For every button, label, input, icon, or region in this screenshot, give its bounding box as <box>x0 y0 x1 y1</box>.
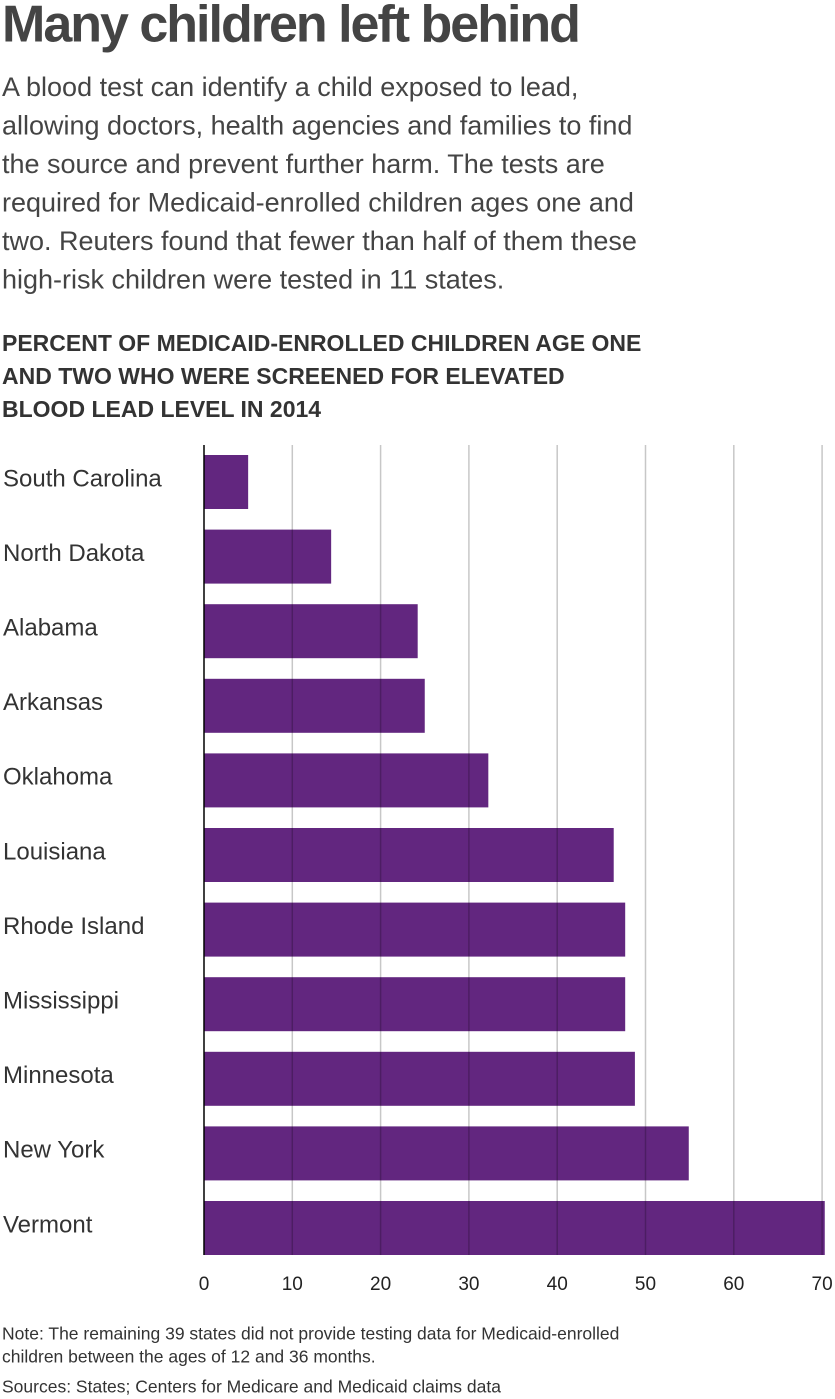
y-tick-label: Vermont <box>3 1211 93 1238</box>
chart-heading: AND TWO WHO WERE SCREENED FOR ELEVATED <box>2 363 565 389</box>
y-tick-label: Rhode Island <box>3 913 144 940</box>
bar <box>204 529 332 584</box>
x-tick-label: 60 <box>723 1274 744 1295</box>
bar <box>204 902 626 957</box>
bar <box>204 604 418 659</box>
subtitle: required for Medicaid-enrolled children … <box>2 188 634 218</box>
x-tick-label: 70 <box>812 1274 833 1295</box>
x-tick-label: 20 <box>370 1274 391 1295</box>
bar <box>204 1126 689 1181</box>
bar <box>204 828 614 882</box>
subtitle: high-risk children were tested in 11 sta… <box>2 265 504 295</box>
y-tick-label: Alabama <box>3 615 98 642</box>
chart-title: Many children left behind <box>2 0 579 54</box>
x-tick-label: 30 <box>458 1274 479 1295</box>
y-tick-label: Louisiana <box>3 838 106 865</box>
x-tick-label: 10 <box>282 1274 303 1295</box>
y-tick-label: North Dakota <box>3 540 145 567</box>
bar <box>204 977 626 1032</box>
y-tick-label: New York <box>3 1137 105 1164</box>
y-tick-label: South Carolina <box>3 465 162 492</box>
bar <box>204 455 249 509</box>
chart-heading: PERCENT OF MEDICAID-ENROLLED CHILDREN AG… <box>2 330 641 356</box>
x-tick-label: 0 <box>199 1274 210 1295</box>
subtitle: allowing doctors, health agencies and fa… <box>2 111 632 141</box>
subtitle: A blood test can identify a child expose… <box>2 72 578 102</box>
y-tick-label: Minnesota <box>3 1062 114 1089</box>
y-tick-label: Oklahoma <box>3 764 113 791</box>
note: Note: The remaining 39 states did not pr… <box>2 1324 619 1344</box>
x-tick-label: 50 <box>635 1274 656 1295</box>
chart-heading: BLOOD LEAD LEVEL IN 2014 <box>2 396 321 422</box>
bar <box>204 678 425 733</box>
source: Sources: States; Centers for Medicare an… <box>2 1377 501 1397</box>
y-tick-label: Mississippi <box>3 988 119 1015</box>
note: children between the ages of 12 and 36 m… <box>2 1347 376 1367</box>
y-tick-label: Arkansas <box>3 689 103 716</box>
subtitle: two. Reuters found that fewer than half … <box>2 226 637 256</box>
bar <box>204 1201 825 1255</box>
bar <box>204 753 489 808</box>
subtitle: the source and prevent further harm. The… <box>2 149 605 179</box>
bar <box>204 1051 635 1106</box>
x-tick-label: 40 <box>547 1274 568 1295</box>
